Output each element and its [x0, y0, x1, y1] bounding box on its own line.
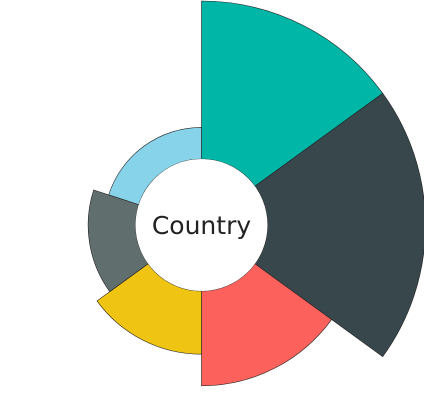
center-label: Country — [152, 211, 252, 240]
center-hole — [135, 159, 268, 291]
chart-slices — [87, 0, 424, 387]
slice-2[interactable] — [254, 92, 424, 358]
